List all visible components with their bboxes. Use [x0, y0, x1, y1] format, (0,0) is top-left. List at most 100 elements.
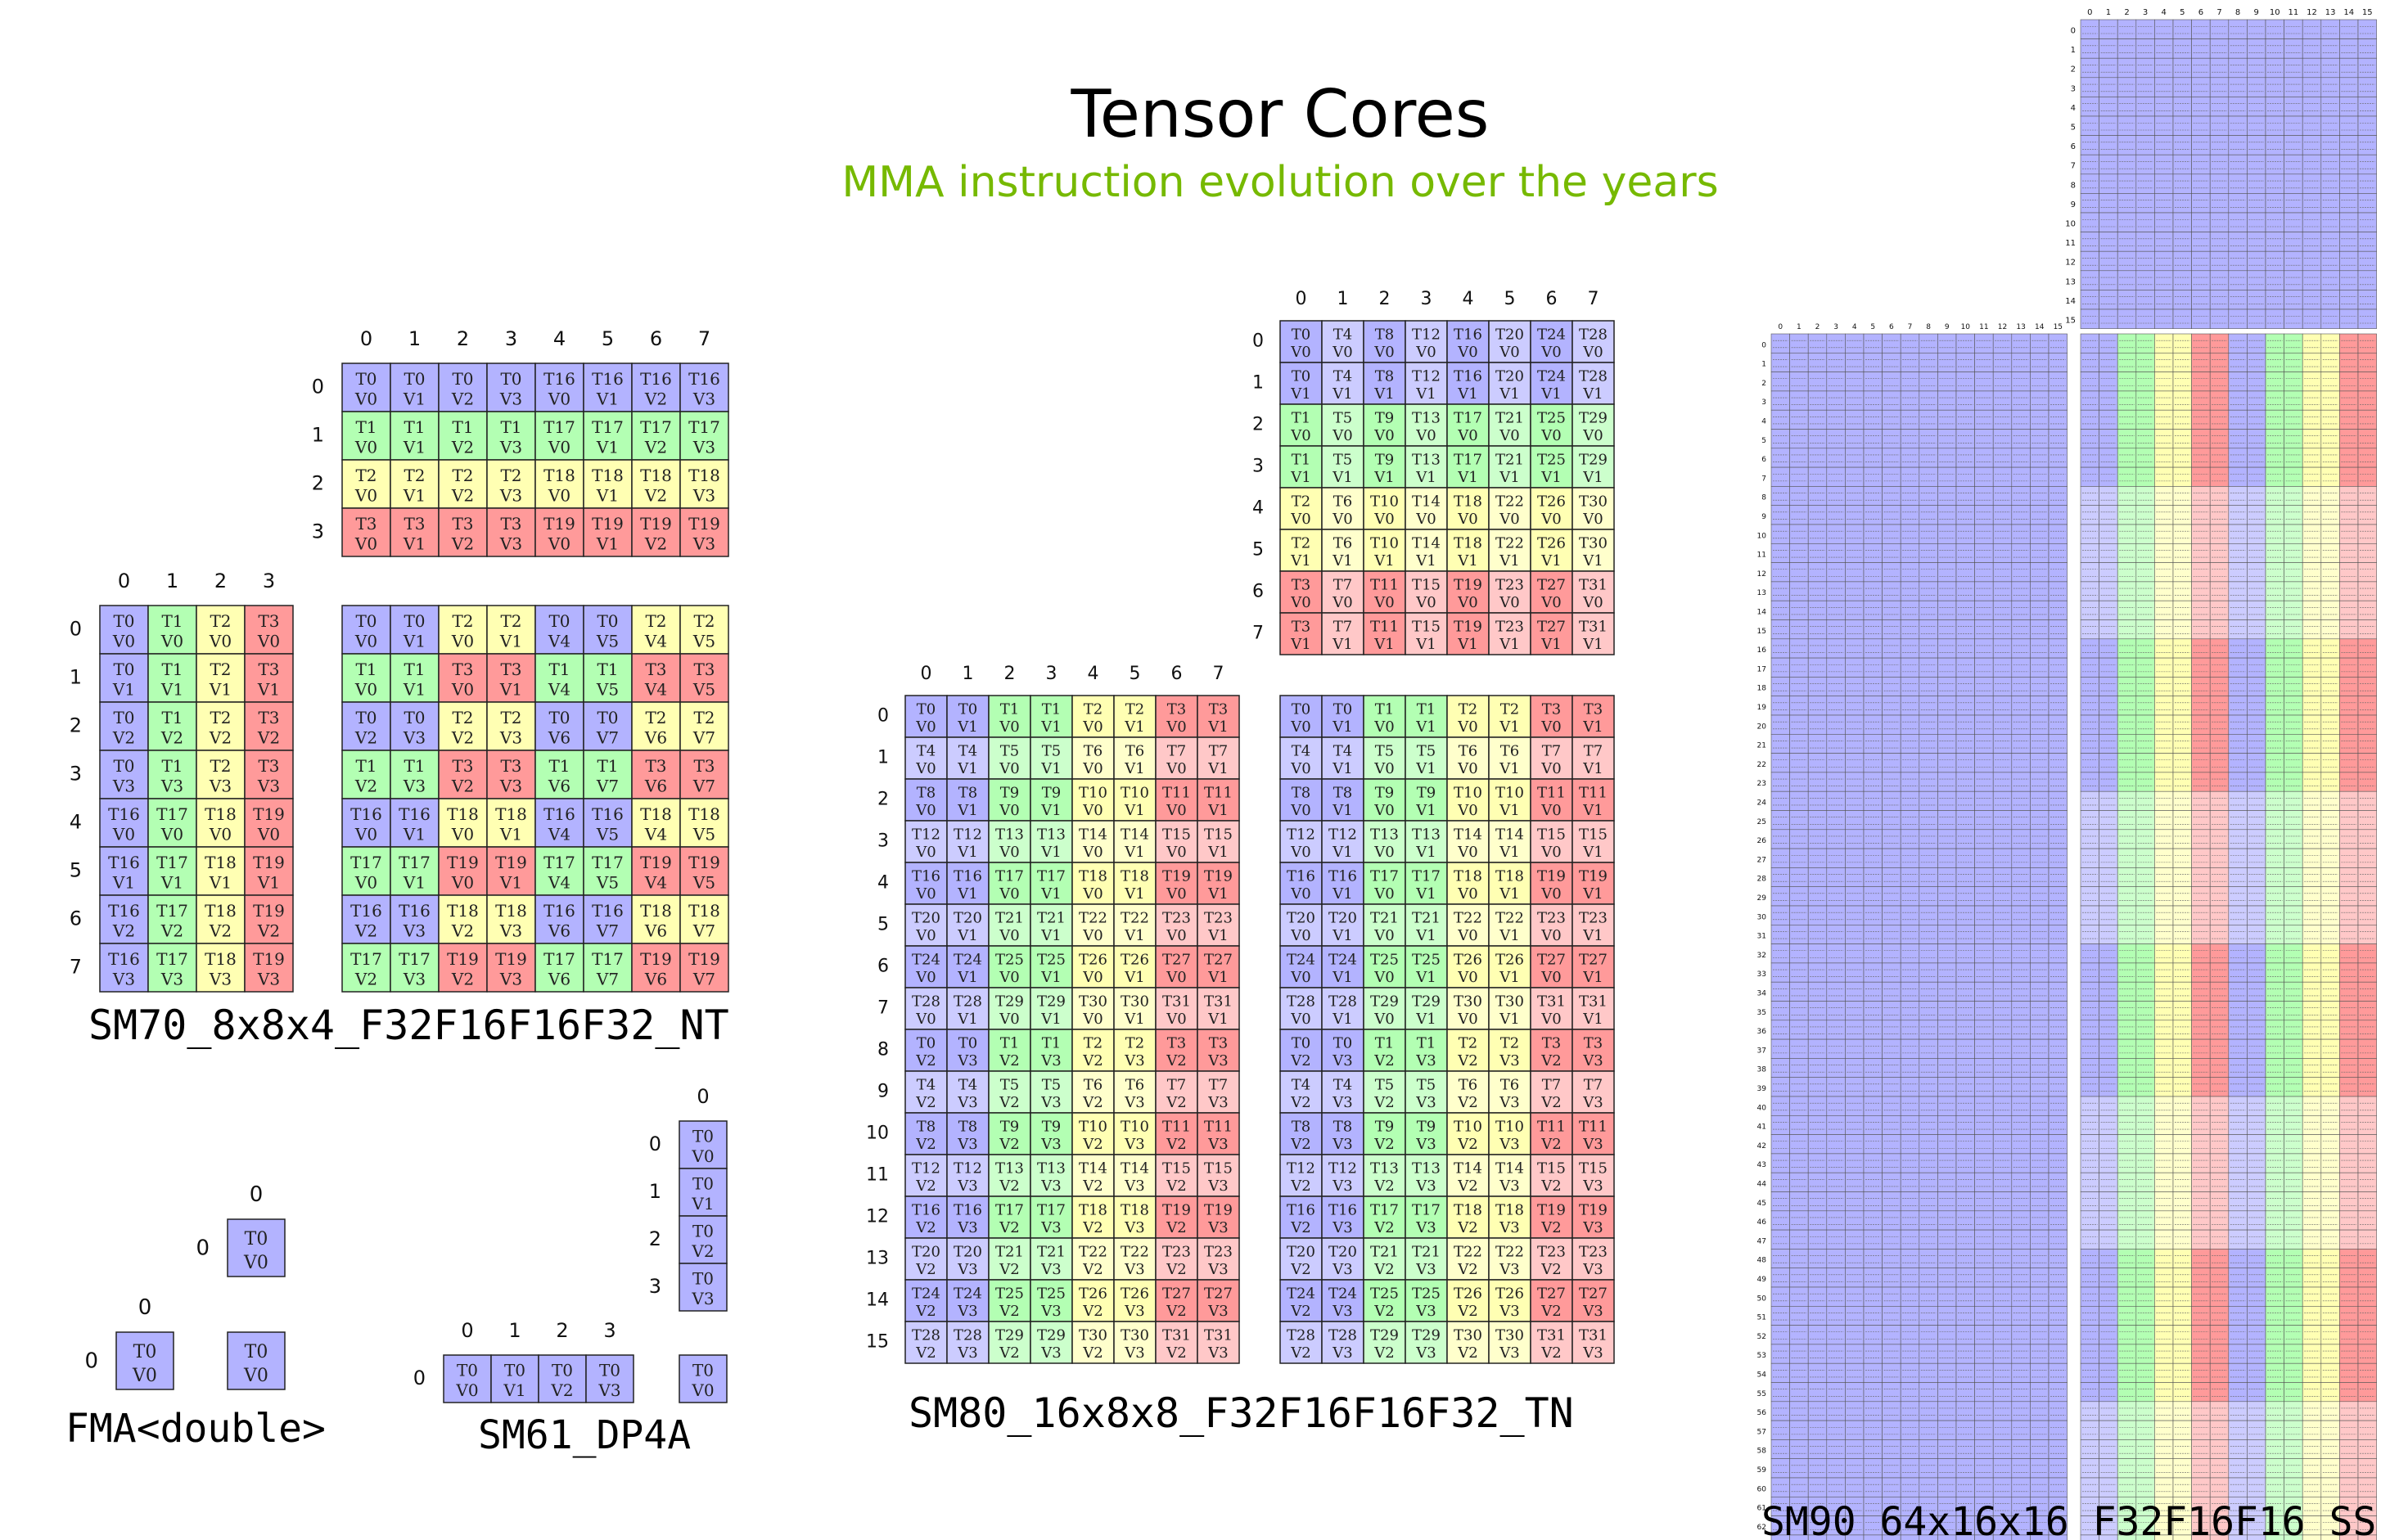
grid-cell	[1826, 962, 1846, 983]
cell-thread-label: T16	[1328, 1201, 1357, 1218]
grid-cell	[2135, 250, 2155, 272]
grid-cell	[1882, 886, 1901, 907]
cell-value-label: V0	[1373, 718, 1394, 736]
cell-value-label: V1	[1373, 469, 1394, 486]
grid-cell	[2080, 154, 2099, 175]
cell-value-label: V2	[1457, 1178, 1477, 1195]
cell-thread-label: T6	[1459, 1076, 1477, 1093]
cell-value-label: V0	[132, 1366, 157, 1386]
grid-cell	[2030, 733, 2050, 754]
cell-thread-label: T0	[404, 611, 425, 631]
grid-cell	[2117, 193, 2137, 214]
cell-thread-label: T17	[592, 853, 624, 872]
cell-value-label: V0	[1082, 927, 1103, 944]
grid-cell	[1807, 1038, 1828, 1059]
grid-cell	[1955, 714, 1975, 735]
grid-cell	[2048, 829, 2068, 849]
grid-cell	[2265, 77, 2284, 97]
cell-value-label: V0	[1290, 760, 1310, 777]
grid-cell	[2080, 57, 2099, 79]
cell-value-label: V2	[451, 390, 474, 409]
grid-cell	[1882, 1134, 1901, 1155]
cell-value-label: V2	[915, 1094, 936, 1111]
grid-cell	[583, 507, 633, 557]
grid-cell	[115, 1331, 174, 1390]
cell-thread-label: T6	[1125, 742, 1144, 759]
cell-thread-label: T8	[1333, 1118, 1352, 1135]
cell-thread-label: T19	[1454, 618, 1482, 635]
grid-cell	[1882, 486, 1901, 507]
cell-thread-label: T17	[156, 949, 188, 969]
grid-cell	[2030, 1058, 2050, 1078]
cell-value-label: V3	[957, 1344, 977, 1362]
cell-value-label: V2	[644, 486, 667, 506]
grid-cell	[1955, 1362, 1975, 1383]
grid-cell	[1807, 1191, 1828, 1212]
grid-cell	[1807, 1229, 1828, 1250]
cell-value-label: V0	[1540, 802, 1561, 819]
cell-thread-label: T30	[1121, 993, 1149, 1010]
grid-cell	[2339, 232, 2359, 252]
cell-value-label: V2	[1166, 1178, 1186, 1195]
cell-thread-label: T13	[1370, 826, 1399, 843]
cell-value-label: V3	[1415, 1344, 1436, 1362]
grid-cell	[1937, 486, 1957, 507]
column-index: 6	[650, 327, 662, 350]
grid-cell	[1863, 600, 1883, 620]
grid-cell	[1845, 1268, 1865, 1288]
grid-cell	[1882, 333, 1901, 353]
cell-value-label: V2	[1166, 1052, 1186, 1069]
grid-cell	[390, 459, 440, 509]
grid-cell	[2265, 250, 2284, 272]
grid-cell	[1900, 1058, 1920, 1078]
cell-thread-label: T25	[995, 951, 1024, 968]
grid-cell	[1974, 1001, 1994, 1021]
grid-cell	[2080, 115, 2099, 136]
cell-thread-label: T24	[1537, 326, 1566, 343]
grid-cell	[1955, 1344, 1975, 1364]
grid-cell	[1807, 714, 1828, 735]
grid-cell	[1826, 810, 1846, 831]
cell-thread-label: T28	[1579, 326, 1608, 343]
grid-cell	[1900, 1249, 1920, 1269]
cell-thread-label: T16	[543, 901, 575, 921]
cell-value-label: V2	[1082, 1261, 1103, 1278]
cell-thread-label: T22	[1495, 1243, 1524, 1260]
cell-value-label: V1	[1499, 802, 1519, 819]
grid-cell	[1919, 390, 1938, 411]
grid-cell	[1974, 943, 1994, 964]
cell-value-label: V0	[915, 802, 936, 819]
grid-cell	[244, 943, 294, 993]
cell-thread-label: T1	[1375, 700, 1394, 718]
cell-value-label: V0	[1373, 344, 1394, 361]
grid-cell	[2048, 1172, 2068, 1192]
grid-cell	[1974, 1115, 1994, 1135]
column-index: 9	[2254, 8, 2259, 17]
cell-thread-label: T25	[1370, 951, 1399, 968]
row-index: 11	[866, 1165, 889, 1186]
grid-cell	[2011, 1077, 2031, 1097]
cell-thread-label: T27	[1579, 1285, 1608, 1302]
grid-cell	[2011, 409, 2031, 430]
grid-cell	[2011, 905, 2031, 925]
grid-cell	[1900, 1362, 1920, 1383]
grid-cell	[1937, 1229, 1957, 1250]
grid-cell	[2135, 97, 2155, 117]
grid-cell	[1770, 677, 1790, 697]
grid-cell	[1826, 1325, 1846, 1345]
row-index: 0	[84, 1349, 98, 1373]
grid-cell	[1789, 981, 1809, 1002]
row-index: 3	[2071, 84, 2076, 93]
grid-cell	[1919, 943, 1938, 964]
grid-cell	[1974, 543, 1994, 563]
grid-cell	[1974, 1382, 1994, 1403]
grid-cell	[2099, 77, 2118, 97]
cell-value-label: V2	[112, 728, 135, 748]
grid-cell	[583, 411, 633, 461]
cell-value-label: V0	[243, 1253, 268, 1273]
row-index: 13	[866, 1249, 889, 1269]
cell-thread-label: T3	[404, 514, 425, 534]
cell-value-label: V1	[403, 390, 426, 409]
cell-value-label: V2	[1540, 1136, 1561, 1153]
grid-cell	[1900, 1038, 1920, 1059]
